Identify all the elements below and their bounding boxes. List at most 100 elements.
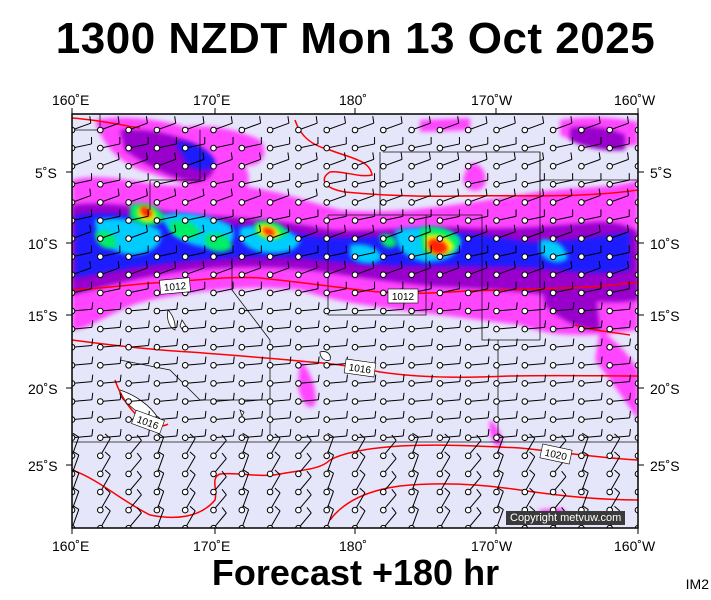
station-marker	[408, 307, 415, 315]
wind-barb-staff	[269, 438, 281, 457]
wind-barb-staff	[326, 252, 347, 258]
wind-barb-feather	[72, 450, 80, 456]
wind-barb-staff	[269, 179, 290, 185]
wind-barb-feather	[91, 374, 94, 382]
station-marker	[549, 271, 557, 279]
wind-barb-feather	[658, 393, 659, 400]
wind-barb-feather	[289, 392, 292, 400]
wind-barb-staff	[524, 474, 536, 493]
wind-barb-staff	[213, 512, 227, 528]
wind-barb-feather	[647, 471, 651, 476]
wind-barb-staff	[241, 454, 250, 475]
wind-barb-staff	[496, 344, 517, 348]
wind-barb-staff	[100, 288, 120, 294]
wind-barb-staff	[354, 215, 375, 221]
wind-barb-feather	[315, 188, 318, 196]
wind-barb-staff	[609, 195, 629, 203]
wind-barb-staff	[496, 195, 516, 203]
wind-barb-staff	[552, 143, 573, 149]
wind-barb-feather	[261, 338, 264, 346]
wind-barb-feather	[176, 410, 179, 418]
station-marker	[238, 162, 246, 170]
wind-barb-staff	[241, 143, 262, 149]
wind-barb-staff	[354, 122, 374, 131]
station-marker	[521, 162, 529, 170]
wind-barb-feather	[572, 338, 575, 346]
wind-barb-staff	[553, 344, 574, 348]
wind-barb-staff	[496, 267, 516, 276]
wind-barb-feather	[289, 428, 292, 437]
station-marker	[493, 362, 500, 369]
wind-barb-staff	[382, 440, 397, 457]
wind-barb-staff	[524, 344, 545, 348]
wind-barb-staff	[609, 438, 621, 457]
wind-barb-staff	[496, 326, 517, 330]
wind-barb-staff	[156, 473, 165, 493]
station-marker	[266, 253, 274, 261]
station-marker	[210, 199, 217, 206]
wind-barb-staff	[637, 274, 638, 275]
station-marker	[380, 144, 387, 152]
station-marker	[521, 181, 529, 188]
wind-barb-staff	[269, 122, 290, 131]
wind-barb-staff	[298, 231, 318, 240]
wind-barb-staff	[72, 158, 91, 167]
station-marker	[380, 416, 387, 423]
wind-barb-feather	[221, 470, 227, 477]
wind-barb-feather	[242, 505, 249, 510]
wind-barb-feather	[204, 356, 207, 364]
wind-barb-staff	[241, 344, 262, 348]
wind-barb-feather	[119, 302, 122, 310]
wind-barb-feather	[230, 152, 233, 160]
wind-barb-feather	[374, 374, 377, 382]
wind-barb-staff	[467, 494, 482, 511]
wind-barb-staff	[439, 435, 460, 439]
bottom-lon-label-180: 180˚	[339, 538, 368, 554]
station-marker	[493, 398, 500, 405]
station-marker	[323, 416, 331, 423]
station-marker	[295, 416, 302, 423]
wind-barb-feather	[232, 356, 235, 364]
wind-barb-feather	[176, 374, 179, 382]
station-marker	[153, 126, 161, 134]
wind-barb-staff	[524, 399, 545, 402]
wind-barb-feather	[346, 428, 348, 437]
station-marker	[238, 253, 246, 261]
station-marker	[238, 506, 246, 514]
wind-barb-staff	[270, 308, 291, 312]
wind-barb-staff	[524, 143, 545, 149]
wind-barb-feather	[202, 260, 205, 269]
wind-barb-feather	[544, 338, 547, 346]
wind-barb-staff	[213, 308, 234, 312]
wind-barb-staff	[128, 267, 148, 276]
wind-barb-staff	[241, 417, 262, 421]
wind-barb-feather	[497, 469, 504, 474]
wind-barb-staff	[467, 476, 482, 493]
station-marker	[606, 416, 614, 423]
wind-barb-feather	[656, 261, 657, 268]
wind-barb-feather	[145, 224, 148, 232]
wind-barb-staff	[354, 474, 366, 493]
wind-barb-feather	[136, 470, 142, 477]
wind-barb-staff	[269, 252, 290, 258]
station-marker	[436, 126, 444, 134]
station-marker	[578, 217, 585, 224]
station-marker	[97, 343, 104, 351]
wind-barb-staff	[411, 122, 431, 131]
station-marker	[408, 217, 415, 224]
station-marker	[578, 181, 585, 188]
wind-barb-staff	[439, 474, 451, 493]
wind-barb-staff	[411, 158, 431, 167]
wind-barb-staff	[552, 476, 567, 493]
wind-barb-staff	[637, 328, 638, 330]
wind-barb-staff	[241, 509, 250, 528]
wind-barb-staff	[439, 363, 460, 366]
station-marker	[351, 181, 359, 188]
station-marker	[153, 199, 161, 206]
wind-barb-staff	[439, 492, 451, 511]
wind-barb-feather	[412, 432, 419, 438]
wind-barb-feather	[476, 470, 482, 477]
wind-barb-staff	[298, 288, 319, 294]
station-marker	[436, 343, 444, 351]
